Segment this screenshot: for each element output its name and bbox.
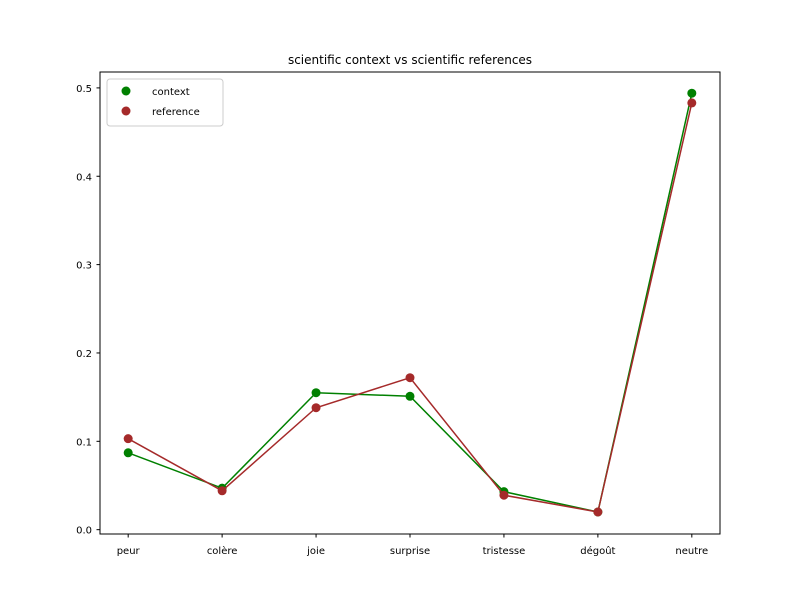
data-point-reference <box>123 434 133 444</box>
y-tick-label: 0.1 <box>76 437 92 448</box>
legend-marker-context <box>121 86 131 96</box>
data-point-reference <box>405 373 415 383</box>
data-point-context <box>311 388 321 398</box>
y-tick-label: 0.4 <box>76 172 92 183</box>
legend-label-reference: reference <box>152 107 200 118</box>
x-tick-label: joie <box>306 546 325 557</box>
legend: context reference <box>106 78 224 127</box>
legend-marker-reference <box>121 106 131 116</box>
data-point-reference <box>311 403 321 413</box>
y-axis: 0.0 0.1 0.2 0.3 0.4 0.5 <box>76 84 100 537</box>
x-tick-label: colère <box>207 545 238 557</box>
legend-box <box>106 78 224 127</box>
legend-label-context: context <box>152 87 190 98</box>
series-layer <box>123 88 697 517</box>
y-tick-label: 0.5 <box>76 84 92 95</box>
x-axis: peur colère joie surprise tristesse dégoût neu… <box>117 534 708 557</box>
chart-title: scientific context vs scientific referen… <box>288 53 532 67</box>
data-point-context <box>123 448 133 458</box>
plot-area <box>99 71 721 535</box>
data-point-reference <box>217 486 227 496</box>
y-tick-label: 0.2 <box>76 349 92 360</box>
data-point-context <box>405 391 415 401</box>
data-point-reference <box>593 507 603 517</box>
x-tick-label: dégoût <box>580 545 615 557</box>
data-point-reference <box>687 98 697 108</box>
x-tick-label: tristesse <box>483 546 526 557</box>
y-tick-label: 0.0 <box>76 526 92 537</box>
data-point-reference <box>499 490 509 500</box>
x-tick-label: surprise <box>390 546 430 557</box>
y-tick-label: 0.3 <box>76 261 92 272</box>
x-tick-label: peur <box>117 546 141 557</box>
data-point-context <box>687 88 697 98</box>
x-tick-label: neutre <box>675 546 708 557</box>
